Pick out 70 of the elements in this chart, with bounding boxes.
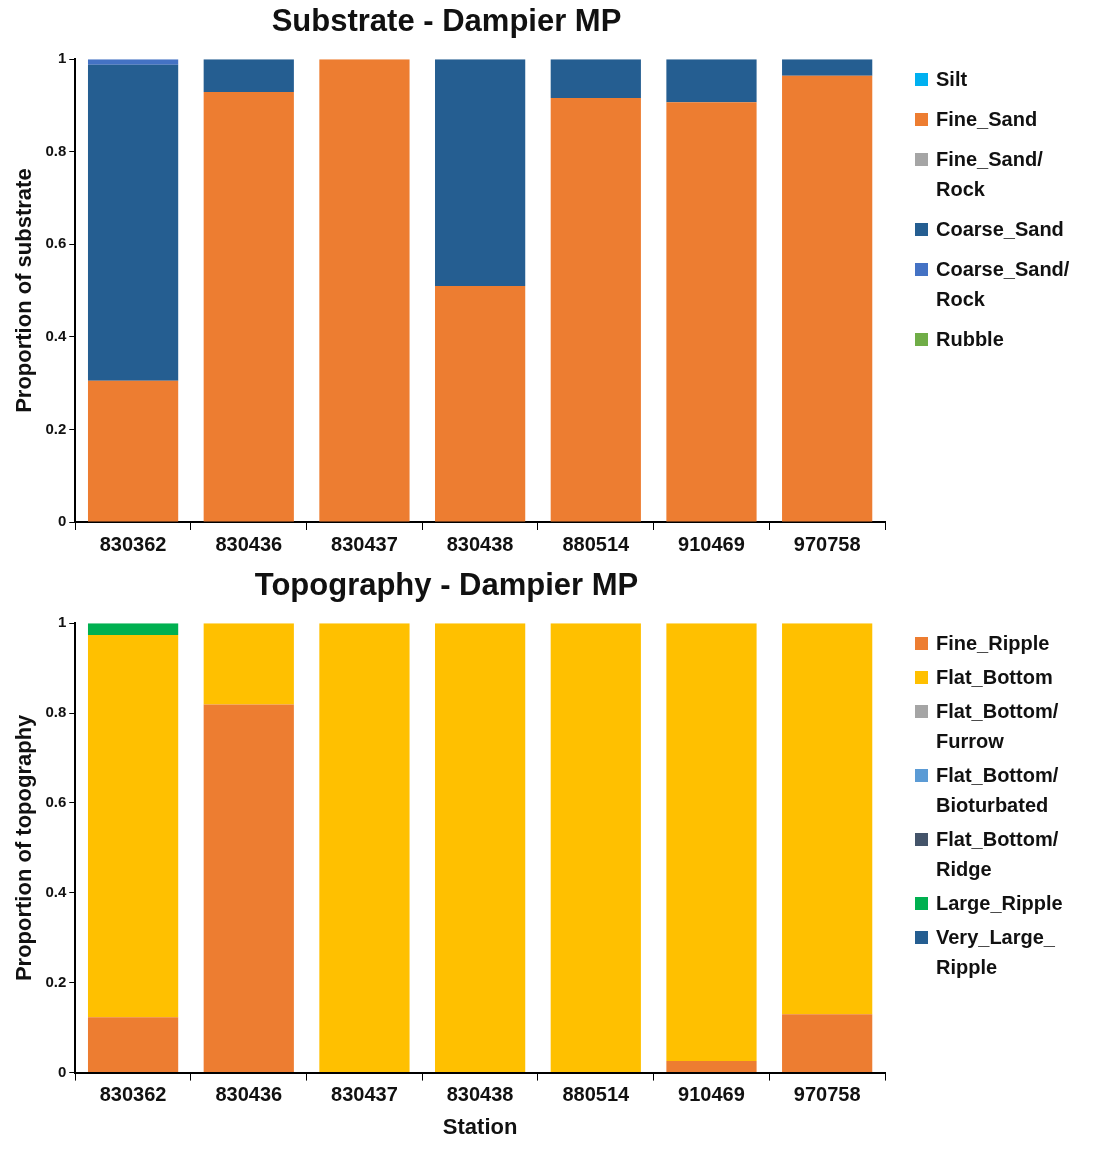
x-tick-label: 880514 <box>562 532 631 555</box>
bar <box>87 623 179 635</box>
legend-label: Coarse_Sand <box>936 217 1064 242</box>
bar <box>550 98 641 522</box>
bar <box>435 59 526 286</box>
bar <box>203 623 294 705</box>
bar <box>87 1017 179 1073</box>
x-tick-label: 830436 <box>215 532 283 555</box>
legend-label: Fine_Ripple <box>936 631 1050 656</box>
x-tick-label: 830437 <box>331 532 398 555</box>
chart-title: Topography - Dampier MP <box>254 567 639 603</box>
bar <box>666 59 757 103</box>
y-tick-label: 1 <box>57 49 67 67</box>
x-tick-label: 830438 <box>446 1083 514 1106</box>
legend-label: Rubble <box>936 327 1004 352</box>
x-tick-label: 910469 <box>678 532 745 555</box>
y-tick-label: 0.4 <box>45 882 67 900</box>
legend-label: Flat_Bottom/Bioturbated <box>936 763 1060 818</box>
bar <box>203 59 294 93</box>
y-tick-label: 0.2 <box>45 419 67 437</box>
bar <box>782 1014 873 1073</box>
y-tick-label: 1 <box>57 613 67 631</box>
legend-label: Fine_Sand <box>936 107 1038 132</box>
bar <box>319 59 410 522</box>
bar <box>782 75 873 522</box>
bar <box>666 102 757 522</box>
legend-label: Flat_Bottom/Ridge <box>936 827 1060 882</box>
legend-label: Flat_Bottom/Furrow <box>936 699 1060 754</box>
bar <box>87 634 179 1018</box>
y-tick-label: 0.2 <box>45 972 67 990</box>
x-tick-label: 830362 <box>99 1083 167 1106</box>
bar <box>87 380 179 522</box>
x-tick-label: 970758 <box>793 1083 861 1106</box>
x-tick-label: 830436 <box>215 1083 283 1106</box>
bar <box>435 285 526 522</box>
y-tick-label: 0 <box>57 1062 67 1080</box>
text: Coarse_Sand/Rock <box>936 258 1070 310</box>
chart-title: Substrate - Dampier MP <box>271 3 622 39</box>
bar <box>666 1060 757 1073</box>
x-tick-label: 830438 <box>446 532 514 555</box>
bar <box>87 64 179 381</box>
x-axis-title: Station <box>442 1113 518 1139</box>
bar <box>782 59 873 76</box>
legend-label: Silt <box>936 67 968 92</box>
bar <box>782 623 873 1015</box>
x-tick-label: 830437 <box>331 1083 398 1106</box>
bar <box>550 59 641 99</box>
bar <box>319 623 410 1073</box>
legend-label: Very_Large_Ripple <box>936 925 1056 980</box>
x-tick-label: 830362 <box>99 532 167 555</box>
bar <box>435 623 526 1073</box>
bar <box>203 704 294 1073</box>
legend-label: Fine_Sand/Rock <box>936 147 1044 202</box>
bar <box>87 59 179 65</box>
y-tick-label: 0.4 <box>45 327 67 345</box>
y-tick-label: 0 <box>57 512 67 530</box>
y-tick-label: 0.8 <box>45 141 67 159</box>
legend-label: Flat_Bottom <box>936 665 1053 690</box>
bar <box>203 92 294 522</box>
x-tick-label: 970758 <box>793 532 861 555</box>
bar <box>550 623 641 1073</box>
y-tick-label: 0.8 <box>45 703 67 721</box>
bar <box>666 623 757 1061</box>
legend-label: Large_Ripple <box>936 891 1063 916</box>
x-tick-label: 910469 <box>678 1083 745 1106</box>
y-tick-label: 0.6 <box>45 234 67 252</box>
y-axis-title: Proportion of substrate <box>11 168 37 413</box>
y-axis-title: Proportion of topography <box>11 713 37 982</box>
x-tick-label: 880514 <box>562 1083 631 1106</box>
y-tick-label: 0.6 <box>45 793 67 811</box>
